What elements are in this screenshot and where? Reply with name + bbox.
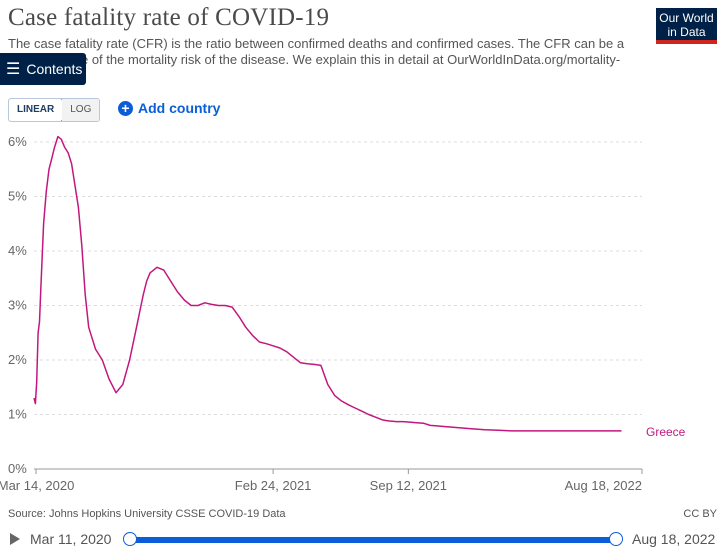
- license-link[interactable]: CC BY: [683, 508, 717, 520]
- x-tick-label: Sep 12, 2021: [370, 478, 447, 493]
- y-tick-label: 2%: [8, 352, 27, 367]
- contents-label: Contents: [26, 61, 83, 77]
- x-tick-label: Feb 24, 2021: [235, 478, 312, 493]
- timeline: Mar 11, 2020 Aug 18, 2022: [0, 528, 726, 550]
- scale-toggle: LINEAR LOG: [8, 98, 101, 122]
- timeline-end-handle[interactable]: [609, 532, 623, 546]
- series-label: Greece: [646, 425, 686, 439]
- add-country-label: Add country: [138, 100, 221, 116]
- logo-line-2: in Data: [667, 25, 706, 39]
- linear-scale-button[interactable]: LINEAR: [9, 99, 64, 121]
- y-tick-label: 3%: [8, 298, 27, 313]
- timeline-start-handle[interactable]: [123, 532, 137, 546]
- y-tick-label: 1%: [8, 407, 27, 422]
- source-note[interactable]: Source: Johns Hopkins University CSSE CO…: [8, 508, 286, 520]
- play-icon[interactable]: [10, 533, 20, 545]
- owid-logo[interactable]: Our World in Data: [656, 8, 717, 44]
- contents-button[interactable]: ☰ Contents: [0, 53, 86, 85]
- x-tick-label: Mar 14, 2020: [0, 478, 74, 493]
- hamburger-menu-icon: ☰: [6, 61, 21, 78]
- y-tick-label: 5%: [8, 189, 27, 204]
- logo-line-1: Our World: [659, 11, 714, 25]
- plus-circle-icon: +: [118, 100, 133, 116]
- series-line-greece: [33, 135, 622, 432]
- timeline-track[interactable]: [130, 537, 616, 543]
- x-tick-label: Aug 18, 2022: [565, 478, 642, 493]
- timeline-end-label: Aug 18, 2022: [632, 531, 716, 547]
- log-scale-button[interactable]: LOG: [62, 99, 100, 121]
- line-chart: 0% 1% 2% 3% 4% 5% 6% Mar 14, 2020 Feb 24, 2021 Se…: [0, 134, 686, 493]
- y-tick-label: 4%: [8, 243, 27, 258]
- timeline-start-label: Mar 11, 2020: [30, 531, 112, 547]
- y-tick-label: 6%: [8, 134, 27, 149]
- chart-title: Case fatality rate of COVID-19: [8, 4, 330, 31]
- chart-subtitle: The case fatality rate (CFR) is the rati…: [8, 36, 625, 83]
- add-country-button[interactable]: + Add country: [118, 100, 220, 116]
- y-tick-label: 0%: [8, 461, 27, 476]
